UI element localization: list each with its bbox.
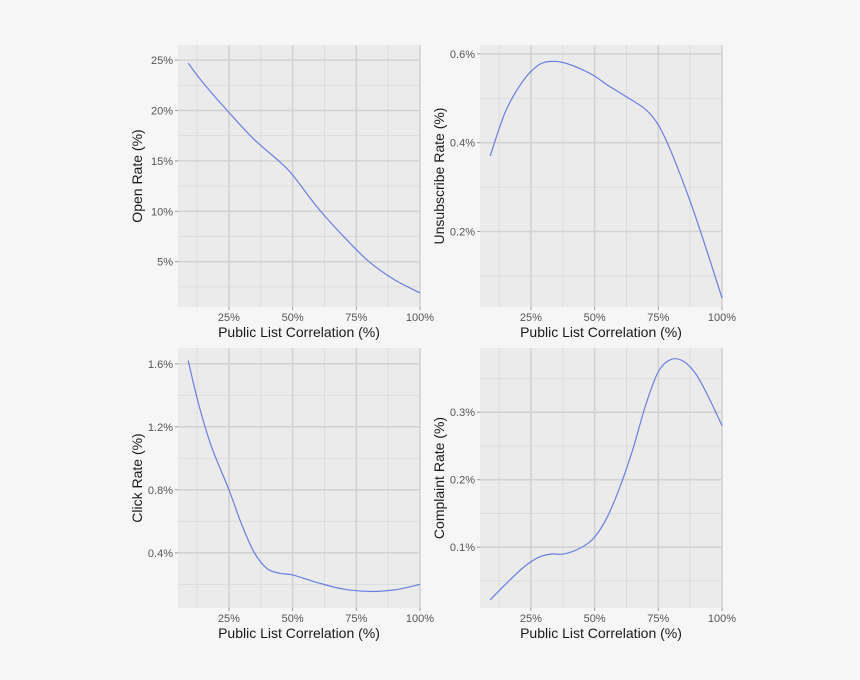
x-axis-title: Public List Correlation (%) <box>218 625 380 641</box>
y-tick-label: 0.3% <box>450 407 475 419</box>
series-line <box>187 360 421 593</box>
y-tick-label: 25% <box>151 55 173 67</box>
x-tick-label: 50% <box>282 312 304 324</box>
x-tick-label: 25% <box>218 613 240 625</box>
x-tick-label: 25% <box>520 312 542 324</box>
series-line <box>489 358 723 601</box>
panel-background <box>178 348 420 608</box>
x-tick-label: 100% <box>406 312 434 324</box>
x-tick-label: 25% <box>520 613 542 625</box>
series-line <box>187 62 421 294</box>
complaint-rate-chart: 25% 50% 75% 100% 0.1% 0.2% 0.3% Public List Cor… <box>431 348 736 641</box>
open-rate-chart: 25% 50% 75% 100%5%10%15%20%25%Public List C… <box>129 45 434 340</box>
y-tick-label: 20% <box>151 106 173 118</box>
panel-background <box>178 45 420 307</box>
y-tick-label: 5% <box>157 257 173 269</box>
series-line <box>489 60 723 299</box>
x-tick-label: 50% <box>584 613 606 625</box>
y-tick-label: 0.1% <box>450 542 475 554</box>
panel-background <box>480 348 722 608</box>
x-axis-title: Public List Correlation (%) <box>520 324 682 340</box>
chart-panels: 25% 50% 75% 100%5%10%15%20%25%Public List C… <box>129 45 736 641</box>
x-tick-label: 100% <box>406 613 434 625</box>
y-axis-title: Complaint Rate (%) <box>431 417 447 539</box>
x-axis-title: Public List Correlation (%) <box>520 625 682 641</box>
y-tick-label: 0.4% <box>450 138 475 150</box>
click-rate-chart: 25% 50% 75% 100% 0.4% 0.8% 1.2% 1.6% Public List… <box>129 348 434 641</box>
y-tick-label: 1.2% <box>148 422 173 434</box>
x-axis-title: Public List Correlation (%) <box>218 324 380 340</box>
y-axis-title: Click Rate (%) <box>129 433 145 522</box>
x-tick-label: 50% <box>584 312 606 324</box>
y-tick-label: 0.6% <box>450 49 475 61</box>
unsubscribe-rate-chart: 25% 50% 75% 100% 0.2% 0.4% 0.6% Public List Cor… <box>431 45 736 340</box>
x-tick-label: 100% <box>708 312 736 324</box>
x-tick-label: 75% <box>345 613 367 625</box>
y-tick-label: 0.2% <box>450 475 475 487</box>
x-tick-label: 100% <box>708 613 736 625</box>
panel-background <box>480 45 722 307</box>
y-tick-label: 0.8% <box>148 485 173 497</box>
y-axis-title: Unsubscribe Rate (%) <box>431 108 447 245</box>
y-tick-label: 0.4% <box>148 548 173 560</box>
y-tick-label: 15% <box>151 156 173 168</box>
y-tick-label: 0.2% <box>450 227 475 239</box>
x-tick-label: 75% <box>647 312 669 324</box>
x-tick-label: 75% <box>647 613 669 625</box>
x-tick-label: 25% <box>218 312 240 324</box>
y-tick-label: 1.6% <box>148 359 173 371</box>
x-tick-label: 75% <box>345 312 367 324</box>
x-tick-label: 50% <box>282 613 304 625</box>
y-tick-label: 10% <box>151 206 173 218</box>
y-axis-title: Open Rate (%) <box>129 129 145 222</box>
